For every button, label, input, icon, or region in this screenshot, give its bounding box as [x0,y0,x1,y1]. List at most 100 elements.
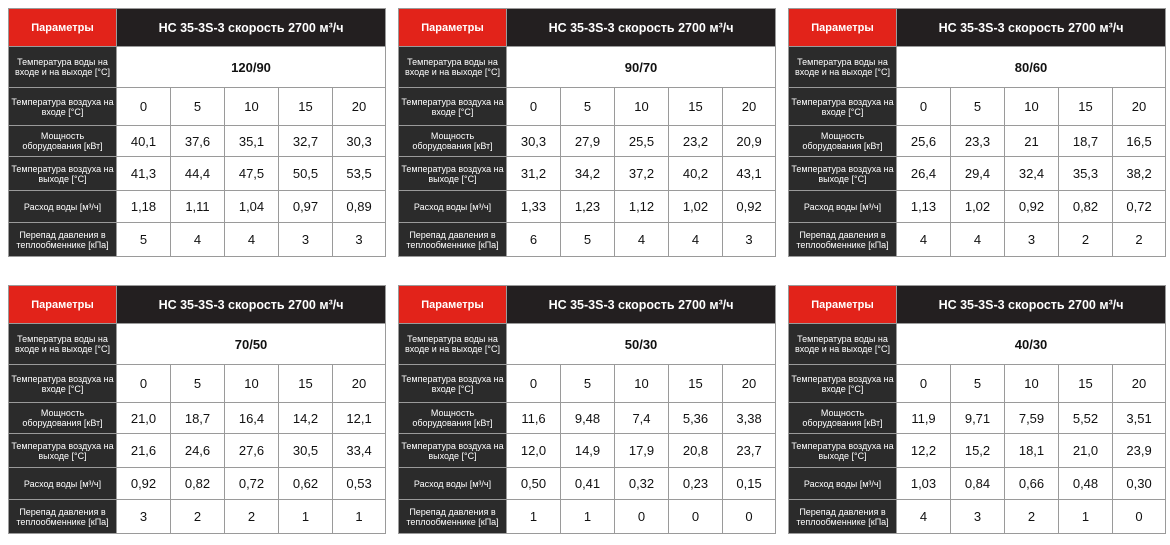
value-cell: 14,9 [560,433,615,468]
table-row: Параметры HC 35-3S-3 скорость 2700 м³/ч [398,285,777,324]
value-cell: 26,4 [896,156,951,191]
row-label: Расход воды [м³/ч] [398,467,507,500]
row-label: Температура воздуха на выходе [°C] [788,156,897,191]
value-cell: 1,13 [896,190,951,223]
value-cell: 10 [614,87,669,126]
value-cell: 3 [1004,222,1059,257]
value-cell: 27,9 [560,125,615,157]
row-label: Перепад давления в теплообменнике [кПа] [398,499,507,534]
value-cell: 41,3 [116,156,171,191]
table-row: Перепад давления в теплообменнике [кПа] 1… [398,499,777,534]
table-row: Перепад давления в теплообменнике [кПа] 3… [8,499,387,534]
table-row: Температура воздуха на входе [°C] 0 5 10 15 2… [788,364,1167,403]
value-cell: 0,82 [1058,190,1113,223]
row-label: Температура воздуха на выходе [°C] [398,156,507,191]
value-cell: 5,36 [668,402,723,434]
row-label: Температура воды на входе и на выходе [°… [788,46,897,88]
value-cell: 37,2 [614,156,669,191]
table-row: Температура воздуха на входе [°C] 0 5 10 15 2… [8,364,387,403]
value-cell: 1,18 [116,190,171,223]
table-row: Мощность оборудования [кВт] 25,6 23,3 21 18,… [788,125,1167,157]
row-label: Расход воды [м³/ч] [788,190,897,223]
value-cell: 30,5 [278,433,333,468]
value-cell: 23,9 [1111,433,1167,468]
table-row: Параметры HC 35-3S-3 скорость 2700 м³/ч [788,8,1167,47]
table-row: Температура воздуха на входе [°C] 0 5 10 15 2… [398,87,777,126]
row-label: Расход воды [м³/ч] [8,467,117,500]
value-cell: 0,62 [278,467,333,500]
header-label: Параметры [8,8,117,47]
value-cell: 2 [1058,222,1113,257]
value-cell: 15 [1058,87,1113,126]
value-cell: 0,92 [721,190,777,223]
value-cell: 3,38 [721,402,777,434]
value-cell: 21 [1004,125,1059,157]
value-cell: 2 [170,499,225,534]
value-cell: 2 [1111,222,1167,257]
row-label: Перепад давления в теплообменнике [кПа] [8,499,117,534]
value-cell: 4 [896,499,951,534]
table-title: HC 35-3S-3 скорость 2700 м³/ч [895,285,1167,324]
value-cell: 31,2 [506,156,561,191]
value-cell: 33,4 [331,433,387,468]
row-label: Температура воды на входе и на выходе [°… [788,323,897,365]
value-cell: 0,23 [668,467,723,500]
header-label: Параметры [788,8,897,47]
value-cell: 0,41 [560,467,615,500]
value-cell: 40,2 [668,156,723,191]
table-title: HC 35-3S-3 скорость 2700 м³/ч [895,8,1167,47]
table-row: Температура воздуха на выходе [°C] 12,0 14… [398,433,777,468]
value-cell: 20 [1111,364,1167,403]
spec-table: Параметры HC 35-3S-3 скорость 2700 м³/ч Те… [398,285,777,534]
value-cell: 20 [721,364,777,403]
table-row: Перепад давления в теплообменнике [кПа] 5… [8,222,387,257]
value-cell: 1,11 [170,190,225,223]
row-label: Мощность оборудования [кВт] [398,125,507,157]
value-cell: 4 [170,222,225,257]
table-row: Температура воды на входе и на выходе [°… [788,323,1167,365]
table-row: Температура воды на входе и на выходе [°… [8,46,387,88]
table-row: Температура воздуха на входе [°C] 0 5 10 15 2… [8,87,387,126]
value-cell: 5 [560,222,615,257]
table-row: Температура воздуха на выходе [°C] 12,2 15… [788,433,1167,468]
table-row: Мощность оборудования [кВт] 21,0 18,7 16,4 1… [8,402,387,434]
value-cell: 44,4 [170,156,225,191]
value-cell: 5 [950,87,1005,126]
value-cell: 10 [614,364,669,403]
value-cell: 20 [331,87,387,126]
table-row: Температура воды на входе и на выходе [°… [398,323,777,365]
value-cell: 1,33 [506,190,561,223]
value-cell: 3,51 [1111,402,1167,434]
value-cell: 37,6 [170,125,225,157]
table-row: Перепад давления в теплообменнике [кПа] 4… [788,222,1167,257]
value-cell: 15,2 [950,433,1005,468]
value-cell: 20,8 [668,433,723,468]
value-cell: 0,48 [1058,467,1113,500]
table-row: Температура воздуха на выходе [°C] 41,3 44… [8,156,387,191]
row-label: Температура воды на входе и на выходе [°… [8,323,117,365]
table-title: HC 35-3S-3 скорость 2700 м³/ч [505,8,777,47]
value-cell: 0 [116,364,171,403]
value-cell: 5 [116,222,171,257]
value-cell: 0,32 [614,467,669,500]
value-cell: 0,97 [278,190,333,223]
value-cell: 10 [224,364,279,403]
row-label: Температура воздуха на входе [°C] [788,364,897,403]
table-row: Параметры HC 35-3S-3 скорость 2700 м³/ч [788,285,1167,324]
row-label: Температура воздуха на выходе [°C] [8,156,117,191]
water-temp: 40/30 [895,323,1167,365]
table-row: Температура воды на входе и на выходе [°… [398,46,777,88]
table-row: Мощность оборудования [кВт] 11,9 9,71 7,59 5… [788,402,1167,434]
spec-table: Параметры HC 35-3S-3 скорость 2700 м³/ч Те… [398,8,777,257]
value-cell: 0 [668,499,723,534]
value-cell: 32,7 [278,125,333,157]
water-temp: 70/50 [115,323,387,365]
value-cell: 20 [1111,87,1167,126]
value-cell: 5 [560,87,615,126]
value-cell: 0 [721,499,777,534]
table-row: Параметры HC 35-3S-3 скорость 2700 м³/ч [398,8,777,47]
value-cell: 1 [506,499,561,534]
header-label: Параметры [788,285,897,324]
row-label: Мощность оборудования [кВт] [398,402,507,434]
